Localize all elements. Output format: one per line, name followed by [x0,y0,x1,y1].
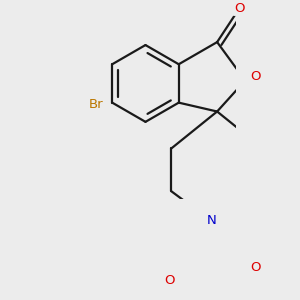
Text: N: N [206,214,216,227]
Text: O: O [250,70,261,83]
Text: O: O [165,274,175,287]
Text: Br: Br [89,98,103,111]
Text: O: O [234,2,244,15]
Text: O: O [250,261,261,274]
